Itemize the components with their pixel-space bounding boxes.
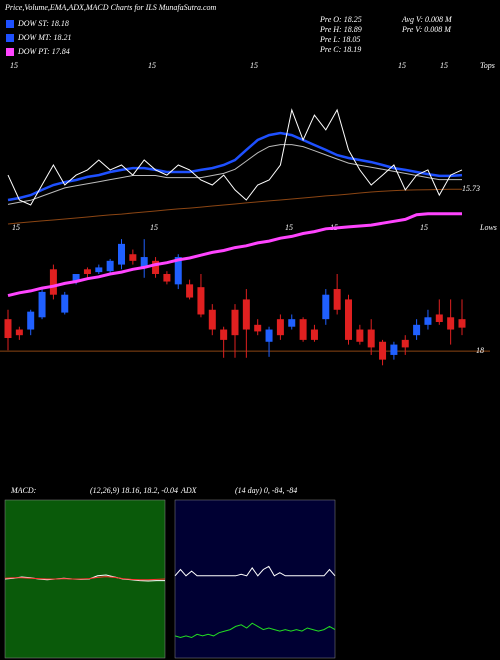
candle-body: [242, 299, 250, 330]
panel-subtitle: (12,26,9) 18.16, 18.2, -0.04: [90, 486, 178, 495]
candle-body: [27, 311, 35, 330]
candle-body: [401, 339, 409, 348]
candle-body: [163, 274, 171, 282]
candle-body: [288, 319, 296, 327]
candle-body: [379, 341, 387, 360]
candle-body: [4, 319, 12, 338]
panel-title: ADX: [180, 486, 198, 495]
candle-body: [276, 319, 284, 336]
legend-label: DOW ST: 18.18: [17, 19, 69, 28]
candle-body: [186, 284, 194, 298]
chart-title: Price,Volume,EMA,ADX,MACD Charts for ILS…: [4, 3, 217, 12]
y-tick-label: 15.73: [462, 184, 480, 193]
date-label: 15: [285, 223, 293, 232]
candle-body: [152, 260, 160, 274]
panel-title: MACD:: [10, 486, 37, 495]
candle-body: [265, 329, 273, 342]
series-line: [7, 108, 463, 206]
date-label: Lows: [479, 223, 497, 232]
candle-body: [38, 291, 46, 318]
legend-swatch: [6, 48, 14, 56]
series-line: [7, 131, 463, 202]
candle-body: [345, 299, 352, 340]
candle-body: [220, 329, 228, 340]
candle-body: [15, 329, 23, 336]
info: Pre O: 18.25: [319, 15, 362, 24]
series-line: [7, 212, 462, 298]
candle-body: [197, 287, 205, 315]
candle-body: [208, 309, 216, 330]
candle-body: [458, 319, 466, 328]
date-label: 15: [420, 223, 428, 232]
candle-body: [299, 319, 307, 340]
candle-body: [356, 329, 364, 342]
candle-body: [322, 294, 330, 320]
candle-body: [49, 269, 57, 295]
panel-subtitle: (14 day) 0, -84, -84: [235, 486, 297, 495]
candle-body: [231, 309, 239, 336]
date-label: 15: [440, 61, 448, 70]
candle-body: [390, 344, 398, 355]
info: Pre L: 18.05: [319, 35, 360, 44]
candle-body: [333, 289, 341, 310]
info: Pre C: 18.19: [319, 45, 361, 54]
candle-body: [83, 269, 91, 274]
date-label: 15: [150, 223, 158, 232]
series-line: [4, 576, 166, 581]
candle-body: [72, 274, 80, 282]
info: Pre H: 18.89: [319, 25, 362, 34]
candle-body: [435, 314, 443, 322]
info: Pre V: 0.008 M: [401, 25, 452, 34]
date-label: 15: [148, 61, 156, 70]
date-label: 15: [398, 61, 406, 70]
info: Avg V: 0.008 M: [401, 15, 453, 24]
candle-body: [140, 257, 148, 268]
candle-body: [447, 317, 455, 330]
y-tick-label: 18: [476, 346, 484, 355]
panel: [174, 499, 336, 659]
candle-body: [61, 294, 69, 313]
series-line: [7, 188, 462, 225]
legend-swatch: [6, 20, 14, 28]
date-label: 15: [250, 61, 258, 70]
candle-body: [424, 317, 432, 325]
candle-body: [129, 254, 137, 261]
candle-body: [413, 324, 421, 336]
series-line: [174, 622, 336, 639]
legend-label: DOW MT: 18.21: [17, 33, 72, 42]
series-line: [174, 565, 336, 577]
legend-swatch: [6, 34, 14, 42]
series-line: [7, 144, 462, 205]
candle-body: [310, 329, 318, 340]
candle-body: [174, 257, 182, 285]
candle-body: [118, 243, 125, 265]
candle-body: [106, 260, 114, 272]
candle-body: [95, 267, 103, 273]
candle-body: [367, 329, 375, 348]
candle-body: [254, 324, 262, 332]
date-label: 15: [12, 223, 20, 232]
date-label: Tops: [480, 61, 495, 70]
legend-label: DOW PT: 17.84: [17, 47, 70, 56]
date-label: 15: [10, 61, 18, 70]
